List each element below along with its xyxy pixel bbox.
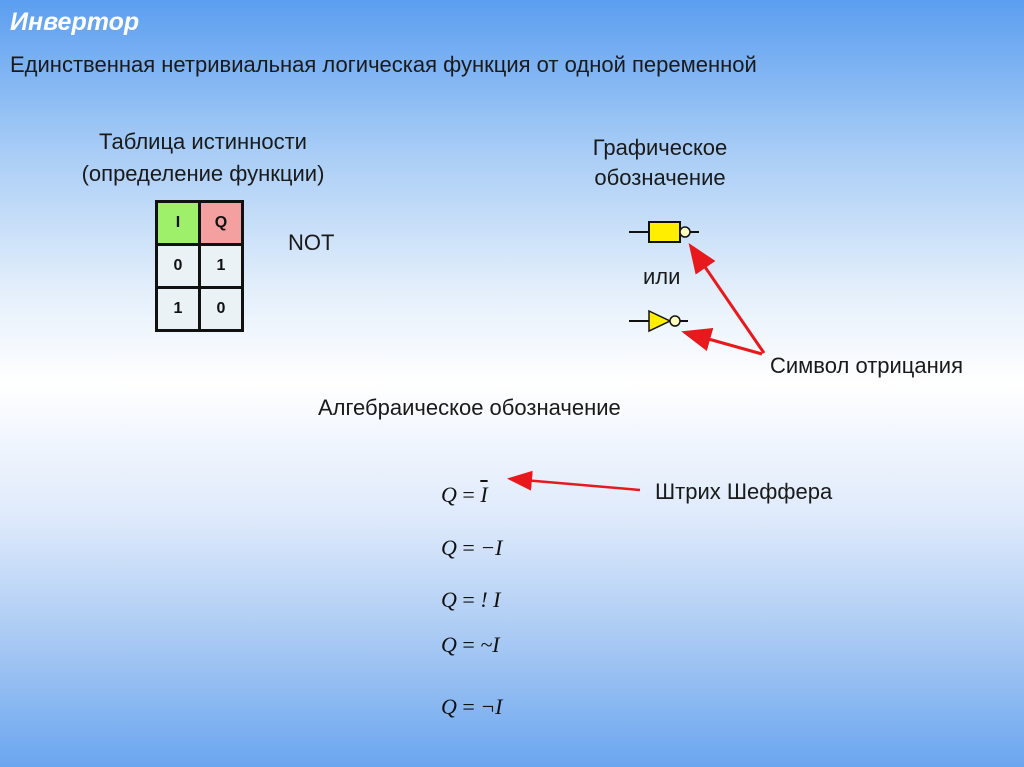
not-gate-rectangular-icon [629,221,699,243]
formula-tilde: Q = ~I [441,632,500,657]
header-input: I [155,200,201,246]
truth-table-heading: Таблица истинности (определение функции) [63,126,343,190]
arrow-to-triangle-bubble [681,327,763,356]
truth-table-heading-line1: Таблица истинности [99,129,307,154]
arrow-to-overline [507,470,641,492]
slide-title: Инвертор [10,8,140,36]
graphic-heading-line2: обозначение [594,165,726,190]
algebraic-heading: Алгебраическое обозначение [318,395,621,420]
formula-exclamation: Q = ! I [441,587,501,612]
or-label: или [643,264,681,289]
cell: 1 [155,286,201,332]
formula-minus: Q = −I [441,535,503,560]
slide-subtitle: Единственная нетривиальная логическая фу… [10,52,757,77]
graphic-heading-line1: Графическое [592,135,728,160]
not-gate-triangle-icon [629,309,688,333]
formula-not-sign: Q = ¬I [441,694,503,719]
function-name: NOT [288,230,335,255]
arrow-to-rect-bubble [688,243,766,354]
cell: 0 [155,243,201,289]
header-output: Q [198,200,244,246]
formula-overline: Q = I [441,482,488,507]
truth-table-heading-line2: (определение функции) [81,161,325,186]
cell: 0 [198,286,244,332]
sheffer-label: Штрих Шеффера [655,479,833,504]
cell: 1 [198,243,244,289]
negation-symbol-label: Символ отрицания [770,353,963,378]
graphic-heading: Графическое обозначение [560,133,760,193]
